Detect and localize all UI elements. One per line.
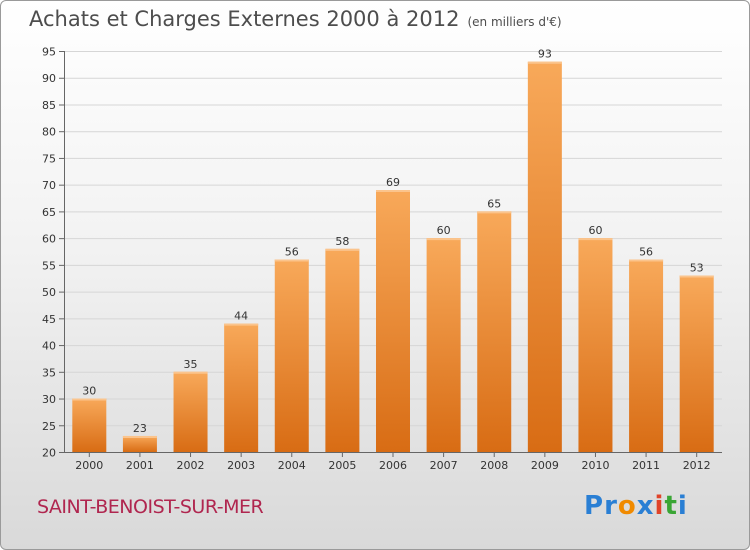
- logo-letter: r: [604, 491, 618, 521]
- xtick-label-2002: 2002: [177, 459, 205, 472]
- bar-2003: [224, 323, 259, 452]
- xtick-label-2000: 2000: [75, 459, 103, 472]
- ytick-label-50: 50: [42, 286, 56, 299]
- subtitle-text: (en milliers d'€): [467, 15, 562, 29]
- logo-letter: i: [654, 491, 665, 521]
- xtick-label-2006: 2006: [379, 459, 407, 472]
- data-label-2005: 58: [335, 235, 349, 248]
- ytick-label-55: 55: [42, 259, 56, 272]
- ytick-label-30: 30: [42, 393, 56, 406]
- bar-2004: [274, 259, 309, 452]
- xtick-label-2008: 2008: [480, 459, 508, 472]
- bar-layer: 30 23 35 44 56 58 69 60 65 93 60 56 53: [72, 48, 714, 453]
- ytick-label-60: 60: [42, 233, 56, 246]
- bar-2008: [477, 211, 512, 452]
- data-label-2004: 56: [285, 246, 299, 259]
- ytick-label-85: 85: [42, 99, 56, 112]
- xtick-label-2010: 2010: [581, 459, 609, 472]
- bar-2010: [578, 238, 613, 452]
- xtick-label-2009: 2009: [531, 459, 559, 472]
- xtick-label-2004: 2004: [278, 459, 306, 472]
- xtick-label-2007: 2007: [430, 459, 458, 472]
- bar-2005: [325, 248, 360, 452]
- bar-2009: [527, 61, 562, 453]
- logo-letter: t: [664, 491, 678, 521]
- bar-2001: [122, 435, 157, 452]
- ytick-label-20: 20: [42, 447, 56, 460]
- data-label-2002: 35: [184, 358, 198, 371]
- bar-2002: [173, 371, 208, 452]
- bar-2012: [679, 275, 714, 452]
- ytick-label-90: 90: [42, 72, 56, 85]
- xtick-label-2005: 2005: [328, 459, 356, 472]
- xtick-label-2011: 2011: [632, 459, 660, 472]
- data-label-2003: 44: [234, 310, 248, 323]
- logo-letter: P: [584, 491, 605, 521]
- xtick-label-2003: 2003: [227, 459, 255, 472]
- ytick-label-45: 45: [42, 313, 56, 326]
- ytick-label-65: 65: [42, 206, 56, 219]
- title-text: Achats et Charges Externes 2000 à 2012: [29, 7, 460, 31]
- data-label-2000: 30: [82, 385, 96, 398]
- chart-title: Achats et Charges Externes 2000 à 2012 (e…: [29, 7, 562, 31]
- data-label-2011: 56: [639, 246, 653, 259]
- logo-letter: o: [617, 491, 637, 521]
- ytick-label-80: 80: [42, 126, 56, 139]
- bar-2000: [72, 398, 107, 452]
- xtick-label-2012: 2012: [683, 459, 711, 472]
- data-label-2009: 93: [538, 48, 552, 61]
- logo-letter: i: [677, 491, 688, 521]
- ytick-label-75: 75: [42, 152, 56, 165]
- data-label-2012: 53: [690, 262, 704, 275]
- bar-2007: [426, 238, 461, 452]
- data-label-2006: 69: [386, 176, 400, 189]
- axis-layer: 20 25 30 35 40 45 50 55 60 65 70 75 80 85 90 95 2000 2001…: [42, 46, 722, 472]
- ytick-label-70: 70: [42, 179, 56, 192]
- ytick-label-25: 25: [42, 420, 56, 433]
- ytick-label-40: 40: [42, 340, 56, 353]
- ytick-label-35: 35: [42, 366, 56, 379]
- proxiti-logo: Proxiti: [584, 491, 688, 521]
- bar-2011: [629, 259, 664, 452]
- data-label-2007: 60: [437, 224, 451, 237]
- logo-letter: x: [636, 491, 655, 521]
- data-label-2010: 60: [588, 224, 602, 237]
- xtick-label-2001: 2001: [126, 459, 154, 472]
- data-label-2008: 65: [487, 197, 501, 210]
- bar-2006: [376, 190, 410, 452]
- ytick-label-95: 95: [42, 46, 56, 59]
- commune-name: SAINT-BENOIST-SUR-MER: [37, 496, 264, 518]
- data-label-2001: 23: [133, 422, 147, 435]
